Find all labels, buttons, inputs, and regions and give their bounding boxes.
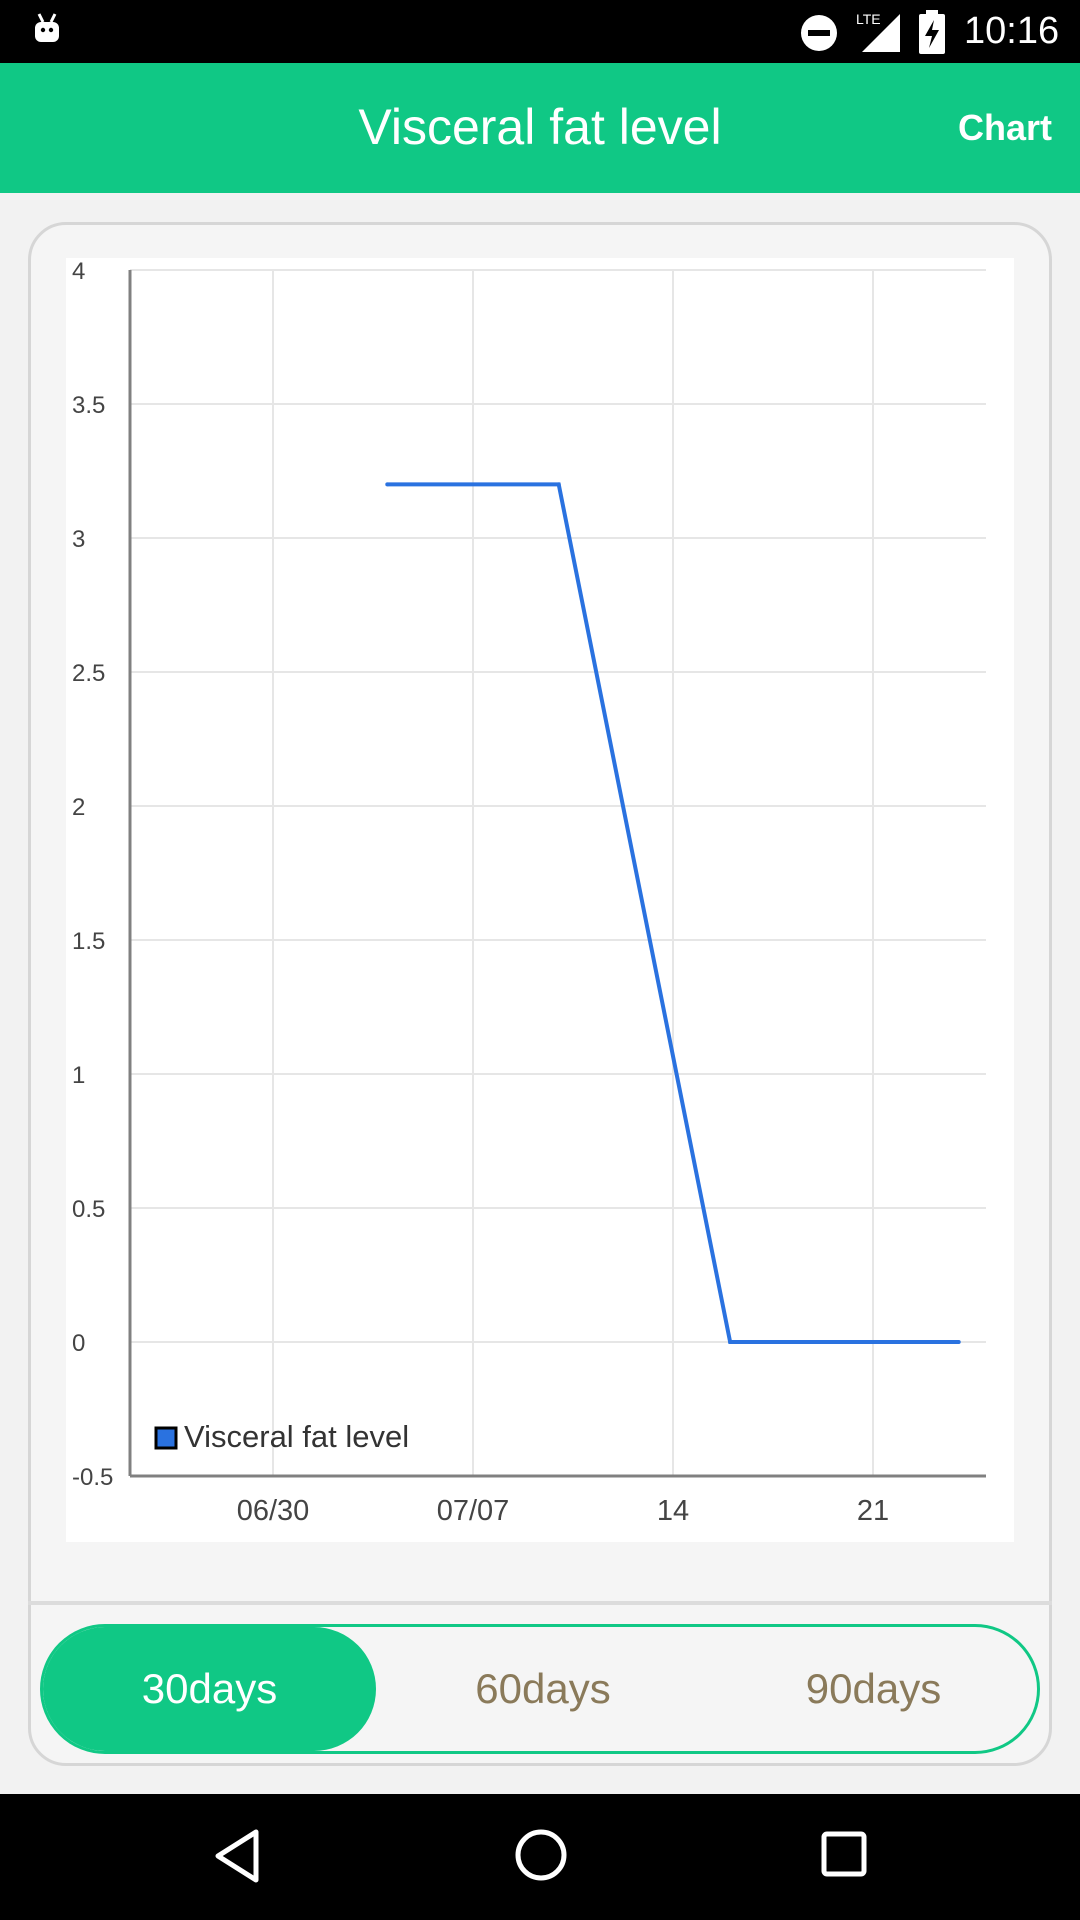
chart-legend: Visceral fat level (154, 1419, 409, 1454)
navigation-bar (0, 1794, 1080, 1920)
y-tick-label: 2 (72, 794, 85, 821)
x-axis-labels: 06/30 07/07 14 21 (237, 1495, 889, 1527)
y-tick-label: -0.5 (72, 1464, 113, 1491)
svg-text:LTE: LTE (856, 11, 881, 27)
data-point (728, 1340, 733, 1344)
y-tick-label: 3 (72, 526, 85, 553)
legend-label: Visceral fat level (184, 1419, 409, 1454)
range-60days-button[interactable]: 60days (475, 1665, 611, 1712)
y-tick-label: 4 (72, 258, 85, 285)
legend-swatch (154, 1426, 178, 1450)
chart-series (385, 482, 961, 1344)
range-selector[interactable]: 30days 60days 90days (40, 1624, 1040, 1754)
chart-axes (128, 270, 986, 1478)
page-title: Visceral fat level (358, 99, 722, 155)
chart-button[interactable]: Chart (957, 107, 1052, 148)
app-bar: Visceral fat level Chart (0, 63, 1080, 193)
y-tick-label: 1.5 (72, 928, 105, 955)
status-time: 10:16 (964, 10, 1060, 52)
card-divider (28, 1601, 1052, 1605)
status-bar: LTE 10:16 (0, 0, 1080, 63)
y-tick-label: 0 (72, 1330, 85, 1357)
y-tick-label: 2.5 (72, 660, 105, 687)
data-point (956, 1340, 961, 1344)
data-point (556, 482, 561, 487)
range-90days-button[interactable]: 90days (805, 1665, 942, 1712)
series-line (387, 482, 959, 1344)
range-30days-button[interactable]: 30days (43, 1627, 376, 1751)
do-not-disturb-icon (801, 15, 837, 51)
recents-icon[interactable] (820, 1830, 868, 1878)
chart-grid (130, 269, 986, 1476)
x-tick-label: 07/07 (437, 1495, 510, 1527)
battery-charging-icon (919, 10, 945, 54)
home-icon[interactable] (514, 1828, 568, 1882)
y-tick-label: 3.5 (72, 392, 105, 419)
y-tick-label: 1 (72, 1062, 85, 1089)
android-icon (35, 13, 59, 42)
x-tick-label: 06/30 (237, 1495, 310, 1527)
x-tick-label: 14 (657, 1495, 689, 1527)
chart-container: 4 3.5 3 2.5 2 1.5 1 0.5 0 -0.5 06/30 07/07 14 21 Vis… (66, 258, 1014, 1542)
x-tick-label: 21 (857, 1495, 889, 1527)
visceral-fat-chart: 4 3.5 3 2.5 2 1.5 1 0.5 0 -0.5 06/30 07/07 14 21 Vis… (72, 258, 986, 1527)
data-point (385, 482, 390, 487)
y-tick-label: 0.5 (72, 1196, 105, 1223)
back-icon[interactable] (212, 1828, 262, 1884)
lte-signal-icon: LTE (856, 11, 900, 52)
y-axis-labels: 4 3.5 3 2.5 2 1.5 1 0.5 0 -0.5 (72, 258, 113, 1491)
